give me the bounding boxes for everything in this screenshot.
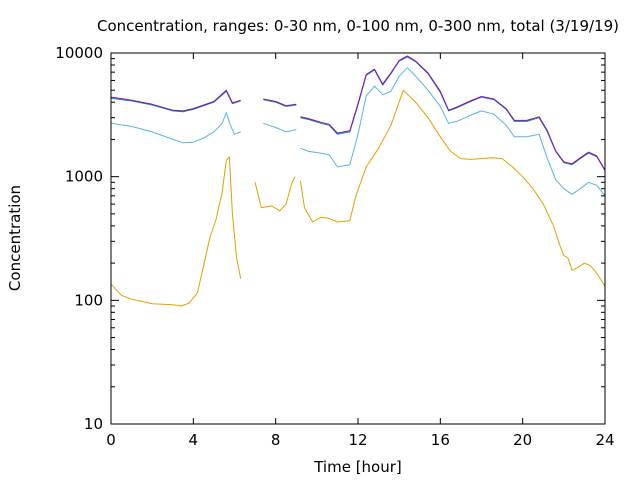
y-tick-label: 10000 <box>55 44 103 62</box>
x-axis-label: Time [hour] <box>313 458 402 476</box>
series-2-line-segment-2 <box>300 56 606 171</box>
series-layer <box>110 55 606 307</box>
series-3-line-segment-0 <box>110 89 241 112</box>
series-1-line-segment-1 <box>263 122 297 133</box>
y-tick-label: 10 <box>84 415 103 433</box>
ticks-layer: 0 4 8 12 16 20 24 10 100 1000 10000 <box>55 44 614 449</box>
series-0-line-segment-0 <box>110 156 242 307</box>
series-0-line-segment-2 <box>299 89 606 287</box>
chart-title: Concentration, ranges: 0-30 nm, 0-100 nm… <box>97 17 619 35</box>
series-2-line-segment-1 <box>263 99 297 107</box>
x-tick-label: 24 <box>595 431 614 449</box>
x-tick-label: 20 <box>513 431 532 449</box>
y-tick-label: 100 <box>74 291 103 309</box>
series-0-line-segment-1 <box>254 176 296 212</box>
plot-frame <box>110 52 606 425</box>
x-tick-label: 0 <box>106 431 116 449</box>
x-tick-label: 16 <box>431 431 450 449</box>
series-3-line-segment-1 <box>263 98 297 107</box>
x-tick-label: 4 <box>189 431 199 449</box>
series-1-line-segment-0 <box>110 112 241 144</box>
y-axis-label: Concentration <box>6 185 24 291</box>
series-1-line-segment-2 <box>300 67 606 197</box>
y-tick-label: 1000 <box>65 168 103 186</box>
x-tick-label: 8 <box>271 431 281 449</box>
x-tick-label: 12 <box>348 431 367 449</box>
series-3-line-segment-2 <box>300 55 606 171</box>
